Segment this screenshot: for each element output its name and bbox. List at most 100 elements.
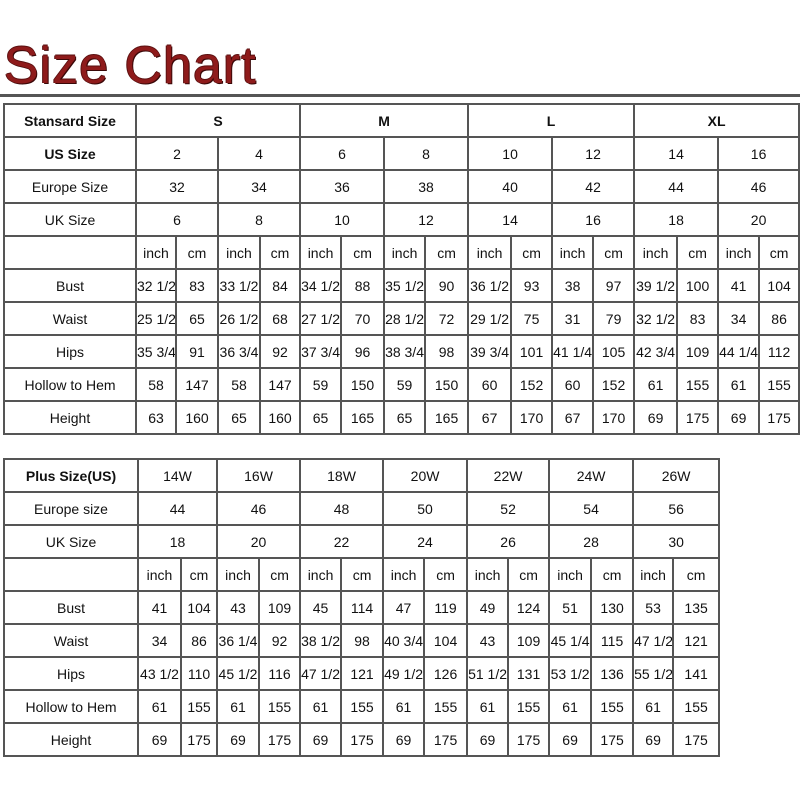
us-size-value: 6 xyxy=(299,136,386,171)
unit-row: inch cm inch cm inch cm inch cm inch cm inch cm inch… xyxy=(3,235,800,270)
cm-value: 124 xyxy=(507,590,551,625)
title-divider xyxy=(0,94,800,97)
inch-value: 47 1/2 xyxy=(632,623,675,658)
inch-value: 61 xyxy=(216,689,261,724)
europe-size-value: 44 xyxy=(136,491,219,526)
cm-value: 70 xyxy=(340,301,386,336)
europe-size-value: 46 xyxy=(216,491,302,526)
standard-size-table: Stansard Size S M L XL US Size 2 4 6 8 10 12 14 16 Eur… xyxy=(3,103,800,435)
cm-value: 160 xyxy=(258,400,302,435)
inch-value: 35 1/2 xyxy=(383,268,427,303)
unit-cm: cm xyxy=(592,235,636,270)
europe-size-value: 32 xyxy=(135,169,219,204)
cm-value: 155 xyxy=(676,367,720,402)
us-size-value: 8 xyxy=(383,136,470,171)
unit-inch: inch xyxy=(299,235,343,270)
cm-value: 65 xyxy=(175,301,219,336)
unit-cm: cm xyxy=(510,235,554,270)
us-size-value: 12 xyxy=(551,136,636,171)
uk-size-value: 22 xyxy=(299,524,385,559)
inch-value: 36 3/4 xyxy=(217,334,261,369)
size-group-l: L xyxy=(467,103,636,138)
unit-inch: inch xyxy=(717,235,761,270)
inch-value: 67 xyxy=(467,400,513,435)
cm-value: 155 xyxy=(672,689,721,724)
cm-value: 141 xyxy=(672,656,721,691)
unit-inch: inch xyxy=(135,235,177,270)
plus-size-value: 18W xyxy=(299,458,385,493)
uk-size-value: 14 xyxy=(467,202,554,237)
cm-value: 96 xyxy=(340,334,386,369)
europe-size-value: 54 xyxy=(548,491,635,526)
inch-value: 61 xyxy=(633,367,679,402)
inch-value: 37 3/4 xyxy=(299,334,343,369)
unit-cm: cm xyxy=(179,557,219,592)
uk-size-row: UK Size 18 20 22 24 26 28 30 xyxy=(3,524,721,559)
unit-cm: cm xyxy=(175,235,219,270)
inch-value: 53 1/2 xyxy=(548,656,593,691)
cm-value: 121 xyxy=(672,623,721,658)
uk-size-value: 12 xyxy=(383,202,470,237)
inch-value: 65 xyxy=(383,400,427,435)
us-size-value: 2 xyxy=(135,136,219,171)
europe-size-value: 34 xyxy=(216,169,302,204)
inch-value: 61 xyxy=(466,689,510,724)
inch-value: 33 1/2 xyxy=(217,268,261,303)
cm-value: 109 xyxy=(258,590,302,625)
cm-value: 115 xyxy=(590,623,635,658)
cm-value: 119 xyxy=(423,590,469,625)
uk-size-value: 18 xyxy=(136,524,219,559)
uk-size-value: 10 xyxy=(299,202,386,237)
inch-value: 34 1/2 xyxy=(299,268,343,303)
inch-value: 41 xyxy=(717,268,761,303)
inch-value: 69 xyxy=(548,722,593,757)
cm-value: 175 xyxy=(340,722,385,757)
inch-value: 59 xyxy=(383,367,427,402)
inch-value: 69 xyxy=(216,722,261,757)
inch-value: 36 1/4 xyxy=(216,623,261,658)
cm-value: 170 xyxy=(592,400,636,435)
cm-value: 98 xyxy=(340,623,385,658)
cm-value: 114 xyxy=(340,590,385,625)
measurement-label: Bust xyxy=(3,590,139,625)
measurement-label: Hollow to Hem xyxy=(3,367,137,402)
measurement-row: Bust 41 104 43 109 45 114 47 119 49 124 51 130 53 135 xyxy=(3,590,721,625)
inch-value: 34 xyxy=(717,301,761,336)
cm-value: 170 xyxy=(510,400,554,435)
inch-value: 58 xyxy=(135,367,177,402)
cm-value: 155 xyxy=(758,367,800,402)
cm-value: 109 xyxy=(507,623,551,658)
inch-value: 61 xyxy=(382,689,426,724)
inch-value: 61 xyxy=(632,689,675,724)
unit-cm: cm xyxy=(507,557,551,592)
us-size-value: 16 xyxy=(717,136,800,171)
unit-cm: cm xyxy=(340,557,385,592)
inch-value: 53 xyxy=(632,590,675,625)
uk-size-row: UK Size 6 8 10 12 14 16 18 20 xyxy=(3,202,800,237)
inch-value: 69 xyxy=(466,722,510,757)
inch-value: 38 1/2 xyxy=(299,623,343,658)
inch-value: 39 3/4 xyxy=(467,334,513,369)
cm-value: 112 xyxy=(758,334,800,369)
europe-size-row: Europe Size 32 34 36 38 40 42 44 46 xyxy=(3,169,800,204)
cm-value: 83 xyxy=(175,268,219,303)
cm-value: 135 xyxy=(672,590,721,625)
plus-size-value: 24W xyxy=(548,458,635,493)
measurement-row: Height 63 160 65 160 65 165 65 165 67 170 67 170 69 17… xyxy=(3,400,800,435)
uk-size-value: 24 xyxy=(382,524,469,559)
unit-row-label xyxy=(3,235,137,270)
uk-size-value: 8 xyxy=(216,202,302,237)
inch-value: 69 xyxy=(633,400,679,435)
cm-value: 155 xyxy=(590,689,635,724)
unit-cm: cm xyxy=(423,557,469,592)
inch-value: 60 xyxy=(551,367,595,402)
inch-value: 28 1/2 xyxy=(383,301,427,336)
inch-value: 67 xyxy=(551,400,595,435)
measurement-label: Hips xyxy=(3,334,137,369)
inch-value: 44 1/4 xyxy=(717,334,761,369)
unit-cm: cm xyxy=(672,557,721,592)
measurement-row: Waist 25 1/2 65 26 1/2 68 27 1/2 70 28 1/2 72 29 … xyxy=(3,301,800,336)
cm-value: 116 xyxy=(258,656,302,691)
plus-size-label: Plus Size(US) xyxy=(3,458,139,493)
measurement-row: Hips 43 1/2 110 45 1/2 116 47 1/2 121 49 1/2 126… xyxy=(3,656,721,691)
